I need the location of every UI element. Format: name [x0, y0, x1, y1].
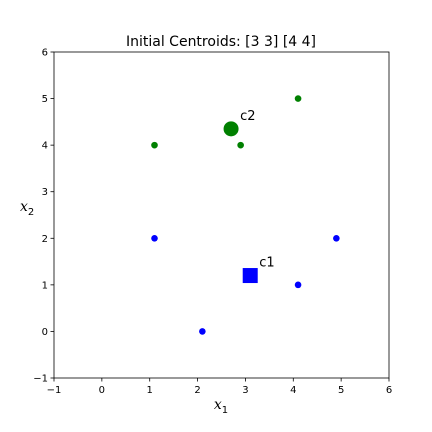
- chart-title: Initial Centroids: [3 3] [4 4]: [126, 34, 316, 50]
- x-tick-label: 6: [386, 385, 392, 396]
- y-tick-label: −1: [33, 374, 48, 385]
- centroid-marker-c1: [242, 268, 258, 284]
- x-tick-label: −1: [47, 385, 62, 396]
- ticks-layer: −1 0 1 2 3 4 5 6 −1 0 1 2 3 4 5 6: [33, 48, 392, 397]
- scatter-point-series-1: [294, 281, 302, 289]
- y-tick-label: 4: [42, 141, 48, 152]
- y-tick-label: 2: [42, 234, 48, 245]
- y-axis-label-subscript: 2: [28, 207, 34, 218]
- y-tick-label: 6: [42, 48, 48, 59]
- scatter-point-series-1: [151, 234, 158, 242]
- x-tick-label: 2: [194, 385, 200, 396]
- y-axis-label-base: x: [20, 199, 28, 215]
- x-tick-label: 1: [147, 385, 153, 396]
- scatter-point-series-2: [294, 95, 302, 102]
- x-axis-label: x1: [214, 397, 228, 416]
- y-tick-label: 0: [42, 327, 48, 338]
- x-tick-label: 4: [290, 385, 296, 396]
- scatter-point-series-2: [151, 141, 158, 149]
- x-tick-label: 3: [242, 385, 248, 396]
- centroid-marker-c2: [223, 121, 239, 137]
- y-tick-label: 1: [42, 280, 48, 291]
- x-tick-label: 0: [99, 385, 105, 396]
- x-tick-label: 5: [338, 385, 344, 396]
- y-axis-label: x2: [20, 199, 34, 218]
- x-axis-label-base: x: [214, 397, 222, 413]
- scatter-point-series-1: [333, 234, 340, 242]
- scatter-point-series-1: [199, 328, 206, 335]
- y-tick-label: 3: [42, 187, 48, 198]
- plot-frame: [53, 51, 390, 379]
- x-axis-label-subscript: 1: [222, 405, 228, 416]
- centroid-label-c2: c2: [240, 109, 255, 124]
- y-tick-label: 5: [42, 94, 48, 105]
- centroid-label-c1: c1: [259, 256, 274, 271]
- scatter-point-series-2: [237, 141, 244, 149]
- marks-layer: c1 c2: [151, 95, 340, 335]
